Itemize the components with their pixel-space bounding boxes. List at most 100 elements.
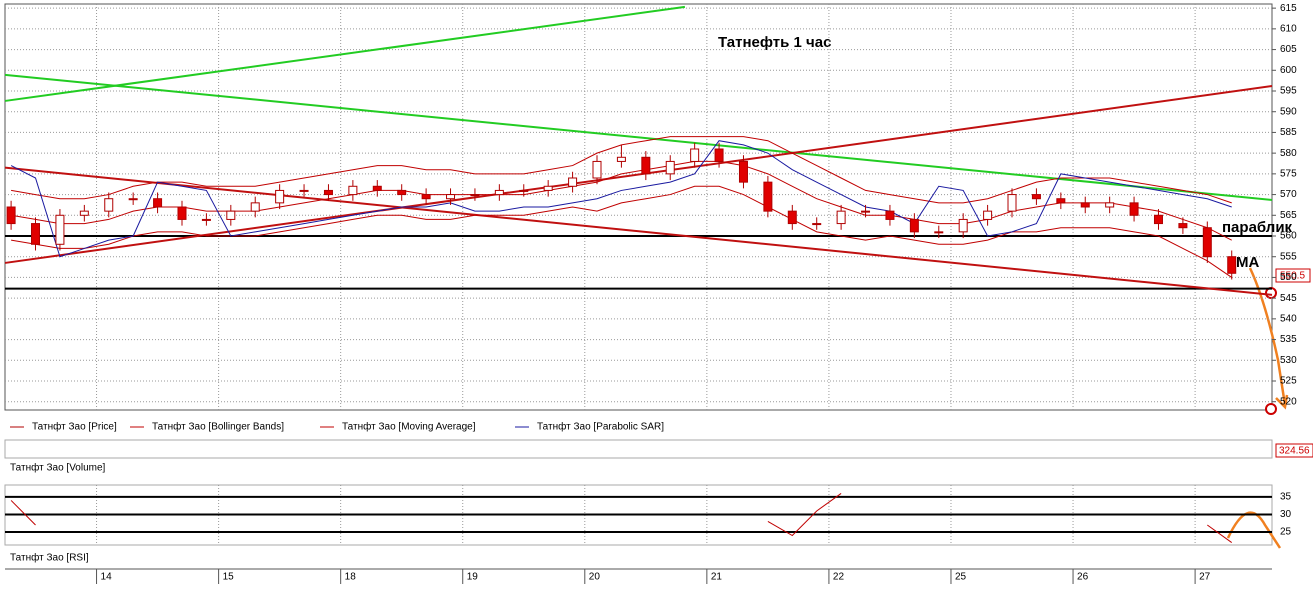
candle-body <box>1080 202 1090 208</box>
x-tick-label: 27 <box>1199 572 1211 583</box>
candle-body <box>275 189 285 204</box>
candle-body <box>983 210 993 220</box>
candle-body <box>1105 202 1115 208</box>
y-tick-label: 545 <box>1280 293 1297 304</box>
price-tag-label: 550.5 <box>1280 271 1305 282</box>
x-tick-label: 18 <box>345 572 357 583</box>
candle-body <box>201 218 211 221</box>
y-tick-label: 560 <box>1280 231 1297 242</box>
pane-label: Татнфт Зао [RSI] <box>10 552 89 564</box>
volume-pane <box>4 439 1273 459</box>
legend-label: Татнфт Зао [Bollinger Bands] <box>152 421 284 433</box>
x-tick-label: 15 <box>223 572 235 583</box>
candle-body <box>787 210 797 225</box>
rsi-tick-label: 25 <box>1280 527 1292 538</box>
candle-body <box>1031 194 1041 200</box>
trend-line <box>4 166 1273 296</box>
marker <box>1265 403 1277 415</box>
candle-body <box>519 189 529 192</box>
candle-body <box>55 214 65 245</box>
forecast-arrow-head <box>1275 394 1289 410</box>
y-tick-label: 585 <box>1280 127 1297 138</box>
legend-label: Татнфт Зао [Moving Average] <box>342 421 476 433</box>
moving-average <box>11 160 1232 241</box>
x-tick-label: 26 <box>1077 572 1089 583</box>
trend-line <box>4 73 1273 201</box>
annotation: параблик <box>1222 219 1293 236</box>
candle-body <box>836 210 846 225</box>
candle-body <box>885 210 895 220</box>
candle-body <box>323 189 333 196</box>
rsi-tick-label: 35 <box>1280 492 1292 503</box>
candle-body <box>1056 198 1066 204</box>
candle-body <box>250 202 260 212</box>
candle-body <box>1007 194 1017 212</box>
candle-body <box>543 185 553 191</box>
candle-body <box>738 160 748 183</box>
y-tick-label: 555 <box>1280 251 1297 262</box>
candle-body <box>348 185 358 196</box>
candle-body <box>714 148 724 162</box>
candle-body <box>299 189 309 192</box>
chart-title: Татнефть 1 час <box>718 34 831 51</box>
candle-body <box>1202 227 1212 258</box>
candle-body <box>421 194 431 200</box>
candle-body <box>372 185 382 191</box>
candle-body <box>568 177 578 187</box>
x-tick-label: 14 <box>101 572 113 583</box>
candle-body <box>958 218 968 233</box>
forecast-arrow <box>1248 267 1287 406</box>
y-tick-label: 595 <box>1280 86 1297 97</box>
y-tick-label: 590 <box>1280 106 1297 117</box>
candle-body <box>1153 214 1163 225</box>
y-tick-label: 615 <box>1280 3 1297 14</box>
candle-body <box>31 223 41 245</box>
y-tick-label: 525 <box>1280 376 1297 387</box>
y-tick-label: 605 <box>1280 44 1297 55</box>
candle-body <box>6 206 16 225</box>
rsi-line <box>767 493 842 537</box>
y-tick-label: 580 <box>1280 148 1297 159</box>
candle-body <box>470 194 480 197</box>
candle-body <box>446 194 456 200</box>
pane-label: Татнфт Зао [Volume] <box>10 462 106 474</box>
y-tick-label: 600 <box>1280 65 1297 76</box>
x-tick-label: 21 <box>711 572 723 583</box>
volume-tag-label: 324.56 <box>1279 446 1310 457</box>
price-pane <box>4 3 1273 411</box>
price-tag <box>1275 268 1311 283</box>
legend-label: Татнфт Зао [Price] <box>32 421 117 433</box>
candle-body <box>861 210 871 213</box>
candle-body <box>934 231 944 234</box>
x-tick-label: 19 <box>467 572 479 583</box>
candle-body <box>1178 223 1188 229</box>
y-tick-label: 575 <box>1280 168 1297 179</box>
candle-body <box>79 210 89 216</box>
candle-body <box>665 160 675 175</box>
rsi-line <box>10 500 36 526</box>
trend-line <box>4 85 1273 264</box>
candle-body <box>763 181 773 212</box>
x-tick-label: 25 <box>955 572 967 583</box>
y-tick-label: 535 <box>1280 334 1297 345</box>
candle-body <box>641 156 651 175</box>
x-tick-label: 20 <box>589 572 601 583</box>
candle-body <box>226 210 236 220</box>
rsi-line <box>1207 524 1233 543</box>
candle-body <box>812 223 822 226</box>
bollinger-lower <box>11 185 1233 278</box>
candle-body <box>153 198 163 208</box>
candle-body <box>1227 256 1237 274</box>
volume-tag <box>1275 443 1313 458</box>
y-tick-label: 610 <box>1280 23 1297 34</box>
rsi-tick-label: 30 <box>1280 509 1292 520</box>
parabolic-sar <box>10 140 1232 258</box>
y-tick-label: 565 <box>1280 210 1297 221</box>
y-tick-label: 540 <box>1280 313 1297 324</box>
y-tick-label: 530 <box>1280 355 1297 366</box>
legend-label: Татнфт Зао [Parabolic SAR] <box>537 421 664 433</box>
candle-body <box>909 218 919 233</box>
candle-body <box>494 189 504 196</box>
